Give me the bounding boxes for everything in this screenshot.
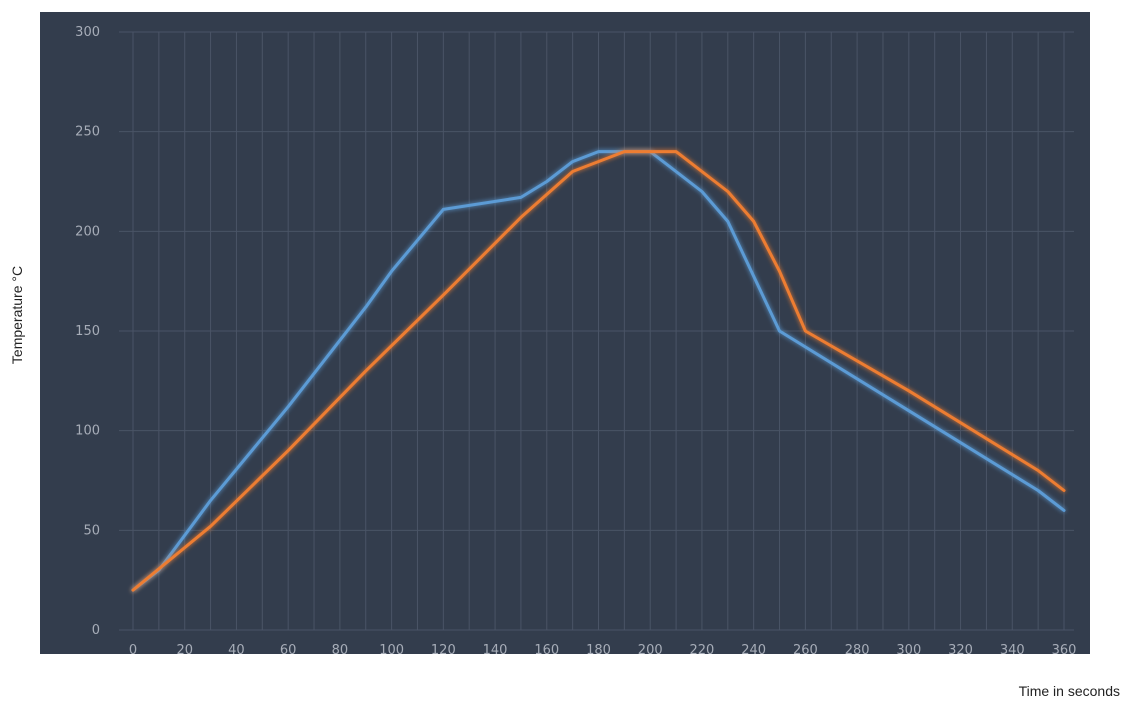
y-tick-label: 250: [75, 125, 100, 140]
x-tick-label: 180: [586, 643, 611, 658]
x-tick-label: 320: [948, 643, 973, 658]
y-tick-label: 200: [75, 224, 100, 239]
series-lines: [131, 150, 1066, 592]
series-line-2: [131, 150, 1066, 592]
x-tick-label: 240: [741, 643, 766, 658]
gridlines: [119, 31, 1074, 631]
x-tick-label: 140: [483, 643, 508, 658]
x-axis-ticks: 0 20 40 60 80 100 120 140 160 180 200 220 240 260 280 3…: [129, 643, 1077, 658]
x-tick-label: 260: [793, 643, 818, 658]
x-tick-label: 340: [1000, 643, 1025, 658]
y-axis-label: Temperature °C: [9, 266, 25, 364]
x-tick-label: 280: [845, 643, 870, 658]
x-tick-label: 160: [534, 643, 559, 658]
y-tick-label: 0: [92, 623, 100, 638]
x-tick-label: 0: [129, 643, 137, 658]
series-line-1: [131, 150, 1066, 592]
x-tick-label: 20: [176, 643, 193, 658]
chart-background: [40, 12, 1090, 654]
x-tick-label: 120: [431, 643, 456, 658]
y-tick-label: 50: [83, 523, 100, 538]
y-tick-label: 150: [75, 324, 100, 339]
x-tick-label: 60: [280, 643, 297, 658]
y-tick-label: 100: [75, 424, 100, 439]
x-tick-label: 40: [228, 643, 245, 658]
x-tick-label: 100: [379, 643, 404, 658]
y-axis-ticks: 0 50 100 150 200 250 300: [75, 25, 100, 638]
x-tick-label: 220: [690, 643, 715, 658]
x-axis-label: Time in seconds: [1019, 683, 1120, 699]
x-tick-label: 200: [638, 643, 663, 658]
x-tick-label: 80: [332, 643, 349, 658]
x-tick-label: 360: [1052, 643, 1077, 658]
y-tick-label: 300: [75, 25, 100, 40]
x-tick-label: 300: [896, 643, 921, 658]
